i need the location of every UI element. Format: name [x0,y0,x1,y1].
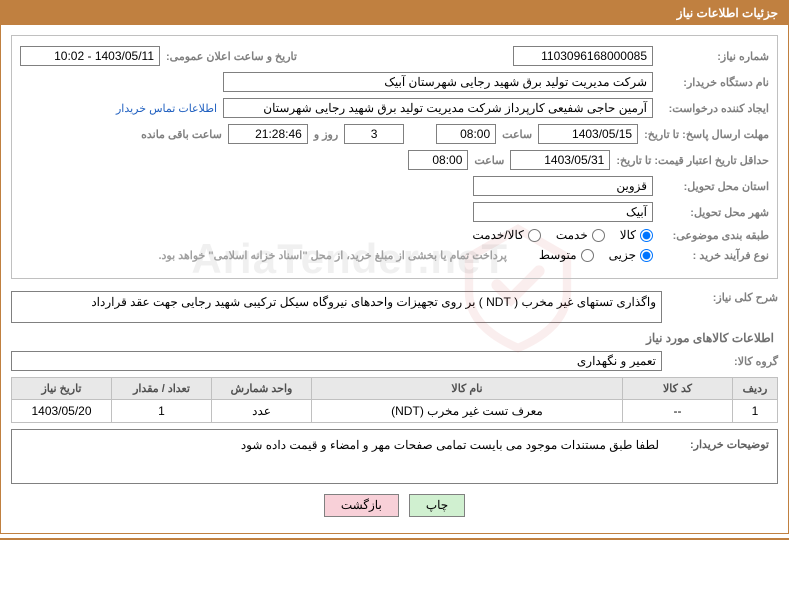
row-need-no: شماره نیاز: 1103096168000085 تاریخ و ساع… [20,46,769,66]
process-radios: جزیی متوسط [539,248,653,262]
td-row: 1 [733,400,778,423]
goods-group-label: گروه کالا: [668,355,778,368]
hour-label-2: ساعت [474,154,504,167]
process-label: نوع فرآیند خرید : [659,249,769,262]
panel-title: جزئیات اطلاعات نیاز [1,1,788,25]
radio-medium[interactable]: متوسط [539,248,594,262]
th-row: ردیف [733,378,778,400]
details-panel: جزئیات اطلاعات نیاز AriaTender.neT شماره… [0,0,789,534]
print-button[interactable]: چاپ [409,494,465,517]
th-name: نام کالا [312,378,623,400]
validity-time: 08:00 [408,150,468,170]
td-code: -- [623,400,733,423]
deadline-time: 08:00 [436,124,496,144]
deadline-date: 1403/05/15 [538,124,638,144]
category-radios: کالا خدمت کالا/خدمت [472,228,653,242]
buyer-notes-box: توضیحات خریدار: لطفا طبق مستندات موجود م… [11,429,778,484]
goods-table: ردیف کد کالا نام کالا واحد شمارش تعداد /… [11,377,778,423]
info-box-1: شماره نیاز: 1103096168000085 تاریخ و ساع… [11,35,778,279]
validity-date: 1403/05/31 [510,150,610,170]
and-label: روز و [314,128,338,141]
requester-label: ایجاد کننده درخواست: [659,102,769,115]
announce-label: تاریخ و ساعت اعلان عمومی: [166,50,297,63]
city-value: آبیک [473,202,653,222]
row-requester: ایجاد کننده درخواست: آرمین حاجی شفیعی کا… [20,98,769,118]
th-date: تاریخ نیاز [12,378,112,400]
need-no-label: شماره نیاز: [659,50,769,63]
buyer-notes-text: لطفا طبق مستندات موجود می بایست تمامی صف… [241,438,659,475]
buyer-label: نام دستگاه خریدار: [659,76,769,89]
th-code: کد کالا [623,378,733,400]
city-label: شهر محل تحویل: [659,206,769,219]
table-header-row: ردیف کد کالا نام کالا واحد شمارش تعداد /… [12,378,778,400]
row-overview: شرح کلی نیاز: واگذاری تستهای غیر مخرب ( … [11,291,778,323]
province-value: قزوین [473,176,653,196]
radio-both[interactable]: کالا/خدمت [472,228,540,242]
requester-value: آرمین حاجی شفیعی کارپرداز شرکت مدیریت تو… [223,98,653,118]
th-qty: تعداد / مقدار [112,378,212,400]
deadline-label: مهلت ارسال پاسخ: تا تاریخ: [644,128,769,141]
payment-note: پرداخت تمام یا بخشی از مبلغ خرید، از محل… [158,249,506,262]
td-qty: 1 [112,400,212,423]
radio-goods[interactable]: کالا [620,228,653,242]
row-validity: حداقل تاریخ اعتبار قیمت: تا تاریخ: 1403/… [20,150,769,170]
panel-body: AriaTender.neT شماره نیاز: 1103096168000… [1,25,788,533]
radio-partial[interactable]: جزیی [609,248,653,262]
need-no-value: 1103096168000085 [513,46,653,66]
remain-suffix: ساعت باقی مانده [141,128,222,141]
row-province: استان محل تحویل: قزوین [20,176,769,196]
back-button[interactable]: بازگشت [324,494,399,517]
category-label: طبقه بندی موضوعی: [659,229,769,242]
province-label: استان محل تحویل: [659,180,769,193]
td-unit: عدد [212,400,312,423]
announce-value: 1403/05/11 - 10:02 [20,46,160,66]
footer-border [0,538,789,540]
row-buyer: نام دستگاه خریدار: شرکت مدیریت تولید برق… [20,72,769,92]
days-remain: 3 [344,124,404,144]
row-process: نوع فرآیند خرید : جزیی متوسط پرداخت تمام… [20,248,769,262]
row-city: شهر محل تحویل: آبیک [20,202,769,222]
radio-service[interactable]: خدمت [556,228,605,242]
contact-link[interactable]: اطلاعات تماس خریدار [116,102,217,115]
goods-info-heading: اطلاعات کالاهای مورد نیاز [15,331,774,345]
buyer-value: شرکت مدیریت تولید برق شهید رجایی شهرستان… [223,72,653,92]
row-deadline: مهلت ارسال پاسخ: تا تاریخ: 1403/05/15 سا… [20,124,769,144]
hour-label-1: ساعت [502,128,532,141]
td-date: 1403/05/20 [12,400,112,423]
overview-label: شرح کلی نیاز: [668,291,778,304]
button-bar: چاپ بازگشت [11,484,778,523]
row-category: طبقه بندی موضوعی: کالا خدمت کالا/خدمت [20,228,769,242]
table-row: 1 -- معرف تست غیر مخرب (NDT) عدد 1 1403/… [12,400,778,423]
row-goods-group: گروه کالا: تعمیر و نگهداری [11,351,778,371]
validity-label: حداقل تاریخ اعتبار قیمت: تا تاریخ: [616,154,769,167]
buyer-notes-label: توضیحات خریدار: [669,438,769,475]
td-name: معرف تست غیر مخرب (NDT) [312,400,623,423]
th-unit: واحد شمارش [212,378,312,400]
time-remain: 21:28:46 [228,124,308,144]
